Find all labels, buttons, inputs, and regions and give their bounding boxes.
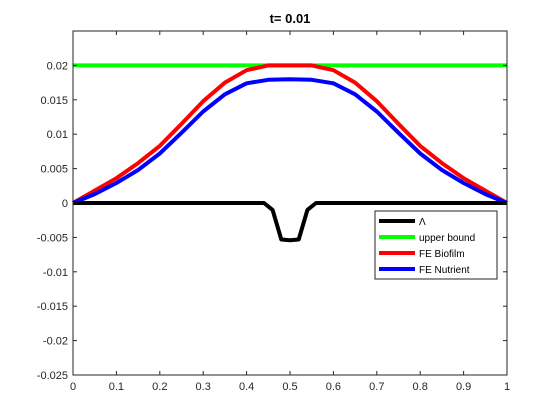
chart-title: t= 0.01 — [270, 11, 311, 26]
x-tick-label: 0.3 — [196, 381, 211, 393]
y-tick-label: 0.02 — [47, 60, 68, 72]
legend-label: FE Biofilm — [419, 249, 465, 260]
y-tick-label: 0.005 — [40, 164, 68, 176]
x-tick-label: 0.6 — [326, 381, 341, 393]
x-tick-label: 0.5 — [282, 381, 297, 393]
y-tick-label: 0.01 — [47, 129, 68, 141]
y-tick-label: 0.015 — [40, 95, 68, 107]
series-line-fe-biofilm — [72, 63, 508, 205]
y-tick-label: -0.005 — [37, 232, 68, 244]
y-tick-label: -0.01 — [43, 267, 68, 279]
x-tick-label: 0.8 — [413, 381, 428, 393]
x-axis: 0 0.1 0.2 0.3 0.4 0.5 0.6 0.7 0.8 0.9 1 — [70, 31, 510, 393]
y-axis: -0.025 -0.02 -0.015 -0.01 -0.005 0 0.005 0.01 0.… — [37, 60, 507, 382]
series-line-lambda — [73, 201, 507, 243]
x-tick-label: 0.2 — [152, 381, 167, 393]
y-tick-label: -0.025 — [37, 370, 68, 382]
x-tick-label: 0.7 — [369, 381, 384, 393]
x-tick-label: 1 — [504, 381, 510, 393]
y-tick-label: -0.015 — [37, 301, 68, 313]
x-tick-label: 0.9 — [456, 381, 471, 393]
legend-label: upper bound — [419, 233, 475, 244]
x-tick-label: 0.4 — [239, 381, 254, 393]
y-tick-label: -0.02 — [43, 336, 68, 348]
x-tick-label: 0 — [70, 381, 76, 393]
y-tick-label: 0 — [62, 198, 68, 210]
series-line-fe-nutrient — [72, 77, 508, 205]
series-layer — [72, 63, 508, 243]
legend-label: Λ — [419, 217, 426, 228]
x-tick-label: 0.1 — [109, 381, 124, 393]
legend-label: FE Nutrient — [419, 265, 470, 276]
